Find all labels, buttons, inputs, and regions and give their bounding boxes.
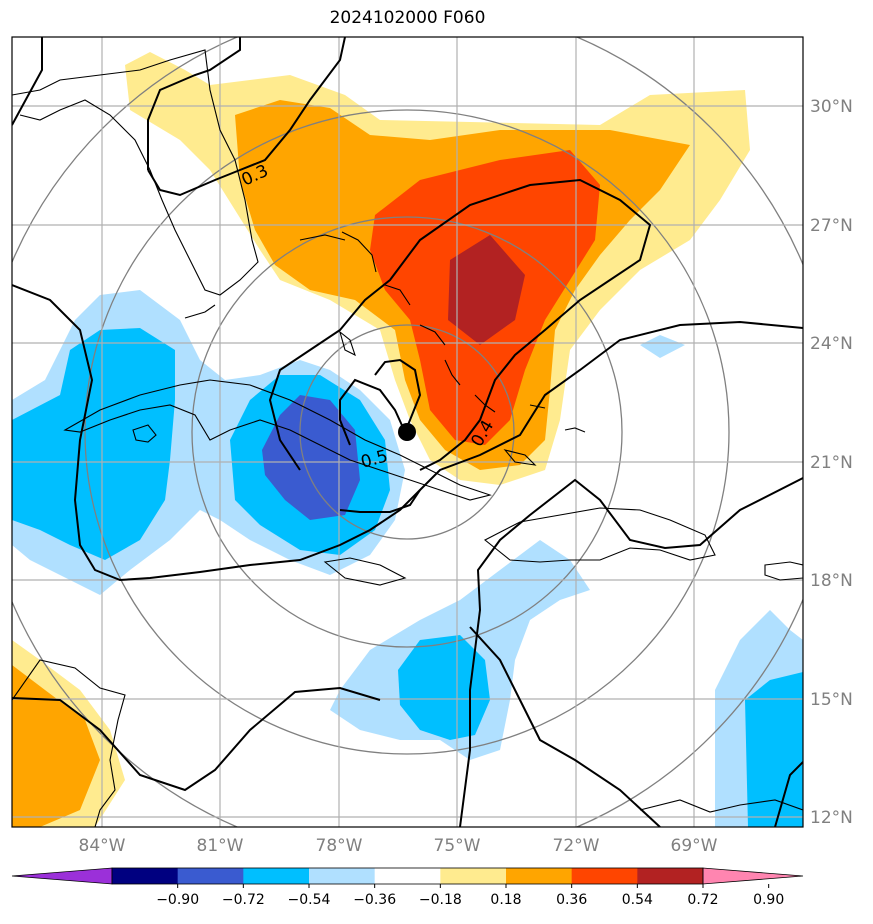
lat-label: 24°N (810, 334, 853, 354)
map-title: 2024102000 F060 (329, 8, 486, 28)
colorbar-tick-label: −0.90 (156, 892, 199, 908)
map-plot-area: 0.3 0.5 0.4 (12, 37, 803, 827)
lat-label: 18°N (810, 571, 853, 591)
lon-label: 75°W (434, 836, 481, 856)
lon-label: 72°W (553, 836, 600, 856)
lon-label: 81°W (197, 836, 244, 856)
colorbar-tick-label: 0.90 (753, 892, 784, 908)
map-frame-border (11, 36, 804, 828)
longitude-labels: 84°W 81°W 78°W 75°W 72°W 69°W (79, 836, 718, 856)
anomaly-contours (12, 37, 803, 827)
colorbar: −0.90 −0.72 −0.54 −0.36 −0.18 0.18 0.36 0.54 0.7… (11, 867, 804, 908)
colorbar-tick-label: −0.54 (288, 892, 331, 908)
colorbar-segment (374, 868, 441, 884)
colorbar-segment (571, 868, 638, 884)
lat-label: 15°N (810, 690, 853, 710)
lon-label: 69°W (671, 836, 718, 856)
colorbar-segment (177, 868, 244, 884)
colorbar-tick-label: 0.54 (622, 892, 653, 908)
lat-label: 21°N (810, 453, 853, 473)
colorbar-tick-label: −0.36 (353, 892, 396, 908)
colorbar-segment (309, 868, 376, 884)
lat-label: 27°N (810, 216, 853, 236)
colorbar-tick-label: 0.72 (687, 892, 718, 908)
colorbar-extend-low (11, 867, 113, 885)
colorbar-border (111, 867, 704, 885)
colorbar-segment (637, 868, 704, 884)
colorbar-segment (243, 868, 310, 884)
lon-label: 84°W (79, 836, 126, 856)
colorbar-tick-label: −0.18 (419, 892, 462, 908)
colorbar-tick-label: −0.72 (222, 892, 265, 908)
latitude-labels: 30°N 27°N 24°N 21°N 18°N 15°N 12°N (810, 97, 853, 828)
lon-label: 78°W (316, 836, 363, 856)
negative-anomaly-fill (12, 290, 803, 827)
colorbar-segment (112, 868, 179, 884)
range-rings (12, 37, 803, 827)
colorbar-segment (440, 868, 507, 884)
lat-label: 30°N (810, 97, 853, 117)
storm-center-marker[interactable] (398, 423, 416, 441)
colorbar-tick-label: 0.18 (490, 892, 521, 908)
lat-label: 12°N (810, 808, 853, 828)
graticule (12, 37, 803, 827)
colorbar-segment (506, 868, 573, 884)
colorbar-extend-high (702, 867, 804, 885)
colorbar-tick-label: 0.36 (556, 892, 587, 908)
